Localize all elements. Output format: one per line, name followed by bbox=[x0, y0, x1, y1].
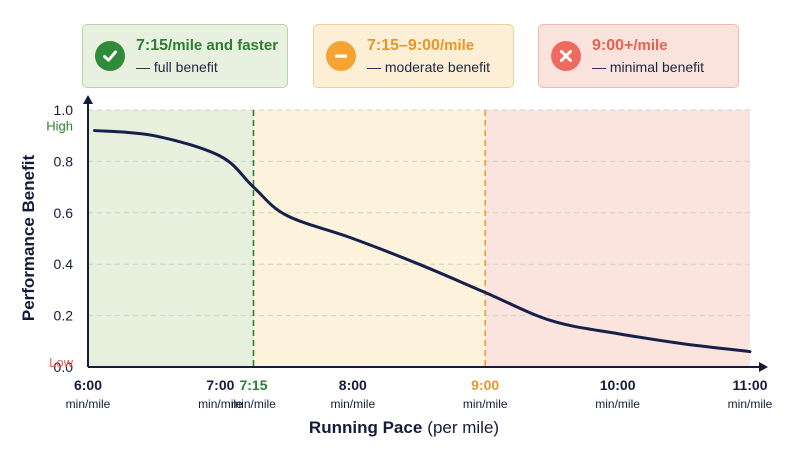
legend-title: 7:15/mile and faster bbox=[136, 37, 278, 55]
x-tick-label: 9:00 bbox=[471, 377, 499, 393]
y-tick-label: 0.8 bbox=[54, 153, 74, 169]
pace-zones bbox=[88, 110, 750, 367]
legend-range: 9:00+ bbox=[592, 37, 634, 55]
x-tick-label: 11:00 bbox=[732, 377, 767, 393]
legend-range-suffix: /mile and faster bbox=[168, 37, 279, 55]
x-tick-unit: min/mile bbox=[463, 397, 508, 411]
legend-range-suffix: /mile bbox=[439, 37, 475, 55]
x-tick-label: 7:00 bbox=[206, 377, 234, 393]
zone-band bbox=[253, 110, 486, 367]
x-axis-title: Running Pace (per mile) bbox=[309, 418, 499, 437]
x-tick-label: 7:15 bbox=[239, 377, 267, 393]
y-qualitative-label: Low bbox=[49, 355, 73, 370]
legend-description: — full benefit bbox=[136, 58, 218, 75]
legend-range: 7:15–9:00 bbox=[367, 37, 440, 55]
axes bbox=[83, 95, 768, 372]
threshold-lines bbox=[252, 110, 487, 367]
x-tick-label: 8:00 bbox=[339, 377, 367, 393]
zone-band bbox=[485, 110, 750, 367]
legend-card-minimal-benefit: 9:00+/mile — minimal benefit bbox=[538, 24, 739, 88]
x-tick-unit: min/mile bbox=[198, 397, 243, 411]
series-line bbox=[93, 129, 752, 354]
minus-icon bbox=[326, 41, 356, 71]
grid-lines bbox=[88, 109, 750, 317]
x-axis-title-main: Running Pace bbox=[309, 418, 422, 437]
legend-title: 9:00+/mile bbox=[592, 37, 704, 55]
y-qualitative-label: High bbox=[46, 118, 73, 133]
series-lines bbox=[93, 129, 752, 354]
x-tick-unit: min/mile bbox=[728, 397, 773, 411]
x-axis-arrow bbox=[759, 362, 768, 372]
x-tick-label: 10:00 bbox=[600, 377, 636, 393]
legend-description: — moderate benefit bbox=[367, 58, 490, 75]
zone-band bbox=[88, 110, 254, 367]
x-icon bbox=[551, 41, 581, 71]
x-tick-label: 6:00 bbox=[74, 377, 102, 393]
x-axis-title-rest: (per mile) bbox=[427, 418, 499, 437]
legend-card-moderate-benefit: 7:15–9:00/mile — moderate benefit bbox=[313, 24, 514, 88]
legend-description: — minimal benefit bbox=[592, 58, 705, 75]
y-tick-label: 0.6 bbox=[54, 205, 74, 221]
legend-title: 7:15–9:00/mile bbox=[367, 37, 490, 55]
x-tick-unit: min/mile bbox=[595, 397, 640, 411]
x-tick-unit: min/mile bbox=[330, 397, 375, 411]
x-tick-unit: min/mile bbox=[231, 397, 276, 411]
y-tick-label: 0.0 bbox=[54, 359, 74, 375]
y-tick-label: 0.4 bbox=[54, 256, 74, 272]
y-tick-label: 0.2 bbox=[54, 308, 74, 324]
legend-range: 7:15 bbox=[136, 37, 169, 55]
y-axis-arrow bbox=[83, 95, 93, 104]
check-icon bbox=[95, 41, 125, 71]
y-tick-label: 1.0 bbox=[54, 102, 74, 118]
y-axis-title: Performance Benefit bbox=[19, 155, 38, 322]
x-tick-unit: min/mile bbox=[66, 397, 111, 411]
legend-range-suffix: /mile bbox=[633, 37, 668, 55]
legend-card-full-benefit: 7:15/mile and faster — full benefit bbox=[82, 24, 288, 88]
